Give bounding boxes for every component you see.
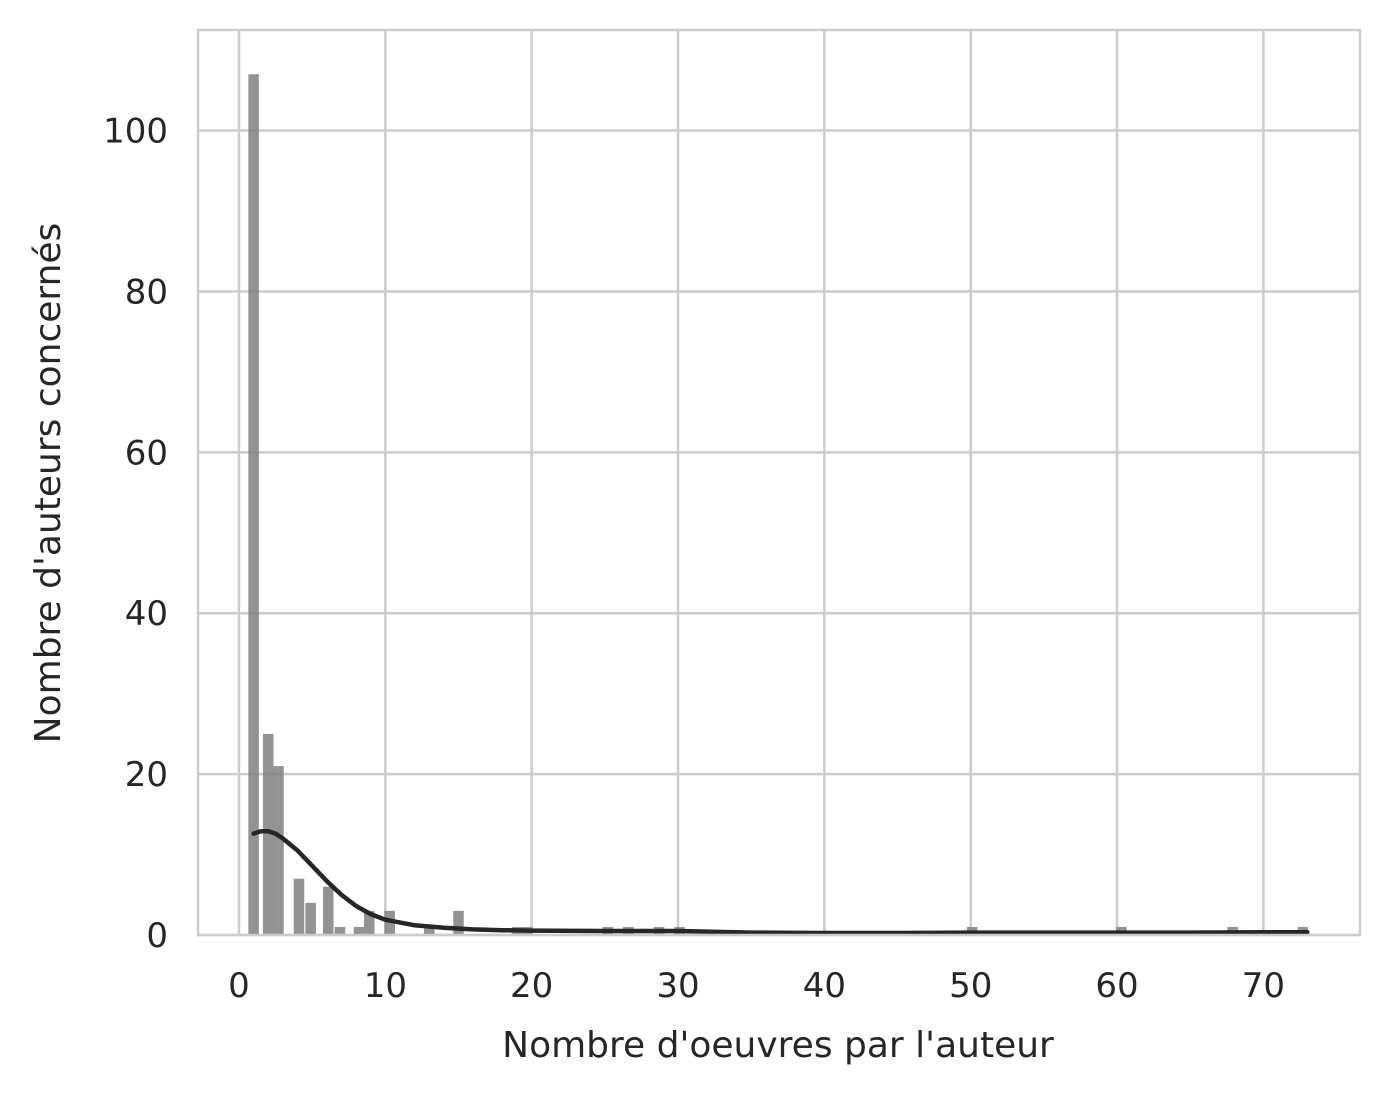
x-tick-label: 50 — [949, 966, 992, 1006]
x-tick-label: 0 — [228, 966, 250, 1006]
y-tick-label: 80 — [125, 272, 168, 312]
x-tick-label: 20 — [510, 966, 553, 1006]
x-tick-label: 60 — [1095, 966, 1138, 1006]
histogram-bar — [293, 878, 305, 935]
y-tick-label: 20 — [125, 755, 168, 795]
histogram-bar — [384, 910, 395, 935]
y-tick-labels: 0 20 40 60 80 100 — [103, 112, 168, 956]
grid-lines — [198, 30, 1360, 937]
histogram-bar — [248, 74, 259, 935]
histogram-bar — [353, 926, 365, 935]
histogram-bar — [453, 910, 464, 935]
y-axis-label: Nombre d'auteurs concernés — [28, 223, 69, 744]
y-tick-label: 100 — [103, 112, 168, 152]
x-axis-label: Nombre d'oeuvres par l'auteur — [502, 1025, 1054, 1066]
histogram-bar — [363, 910, 375, 935]
histogram-bar — [262, 733, 274, 935]
x-tick-label: 70 — [1242, 966, 1285, 1006]
histogram-bar — [334, 926, 346, 935]
y-tick-label: 40 — [125, 594, 168, 634]
histogram-bar — [305, 902, 316, 935]
plot-frame — [196, 28, 1362, 937]
x-tick-label: 10 — [364, 966, 407, 1006]
y-tick-label: 60 — [125, 433, 168, 473]
histogram-bar — [273, 766, 284, 935]
y-tick-label: 0 — [146, 916, 168, 956]
x-tick-label: 40 — [803, 966, 846, 1006]
x-tick-labels: 0 10 20 30 40 50 60 70 — [228, 966, 1285, 1006]
histogram-bar — [322, 886, 334, 935]
histogram-bars — [248, 74, 1309, 935]
histogram-bar — [423, 926, 435, 935]
kde-curve — [251, 828, 1310, 936]
x-tick-label: 30 — [656, 966, 699, 1006]
